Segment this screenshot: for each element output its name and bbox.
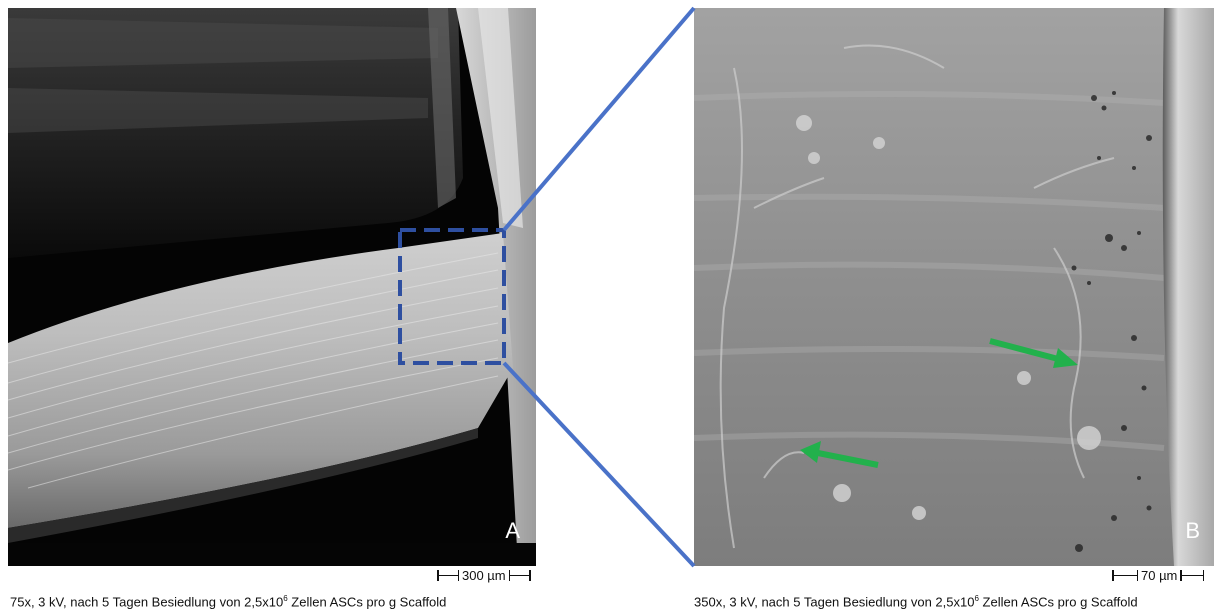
caption-a-exponent: 6	[283, 594, 288, 603]
green-arrow-cell-1	[989, 338, 1078, 368]
caption-a-suffix: Zellen ASCs pro g Scaffold	[287, 594, 447, 610]
caption-b-prefix: 350x, 3 kV, nach 5 Tagen Besiedlung von …	[694, 594, 975, 610]
scale-bar-a-text: 300 µm	[462, 568, 506, 583]
zoom-connector-top	[502, 6, 696, 232]
sem-image-a-graphic	[8, 8, 536, 566]
scale-bar-a-line-right	[508, 570, 531, 581]
caption-a: 75x, 3 kV, nach 5 Tagen Besiedlung von 2…	[10, 594, 446, 609]
sem-image-panel-a: A	[8, 8, 536, 566]
scale-bar-a: 300 µm	[437, 568, 531, 583]
caption-b-exponent: 6	[974, 594, 979, 603]
sem-image-panel-b: B	[694, 8, 1214, 566]
caption-a-prefix: 75x, 3 kV, nach 5 Tagen Besiedlung von 2…	[10, 594, 284, 610]
caption-b-suffix: Zellen ASCs pro g Scaffold	[978, 594, 1138, 610]
scale-bar-b-line-right	[1180, 570, 1205, 581]
scale-bar-b-text: 70 µm	[1141, 568, 1178, 583]
zoom-connector-bottom	[502, 361, 696, 568]
scale-bar-a-line-left	[437, 570, 459, 581]
sem-image-b-graphic	[694, 8, 1214, 566]
caption-b: 350x, 3 kV, nach 5 Tagen Besiedlung von …	[694, 594, 1138, 609]
scale-bar-b: 70 µm	[1112, 568, 1205, 583]
scale-bar-b-line-left	[1112, 570, 1138, 581]
zoom-region-box	[398, 228, 506, 365]
green-arrow-cell-2	[800, 441, 879, 468]
panel-b-label: B	[1185, 518, 1200, 543]
panel-a-label: A	[505, 518, 520, 543]
